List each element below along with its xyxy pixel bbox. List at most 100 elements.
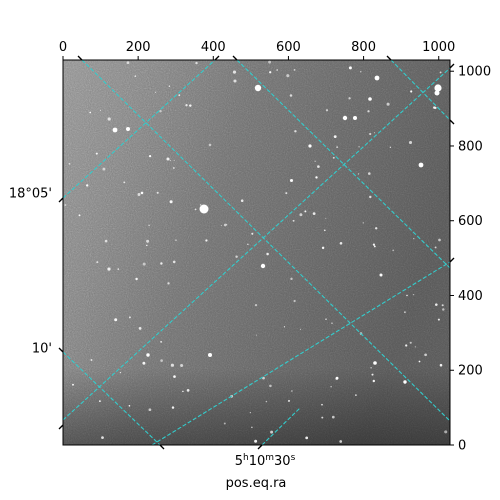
star <box>269 71 272 74</box>
y-tick-label: 800 <box>458 139 483 154</box>
star <box>255 334 257 336</box>
star <box>148 408 152 412</box>
star <box>208 143 212 147</box>
star <box>333 135 337 139</box>
star <box>321 246 325 250</box>
star <box>357 173 360 175</box>
star <box>268 60 272 64</box>
star <box>355 394 357 396</box>
star <box>167 282 170 285</box>
star <box>247 243 249 245</box>
star <box>433 106 436 109</box>
star <box>438 238 441 242</box>
star <box>292 219 295 222</box>
star <box>372 379 375 383</box>
star <box>353 116 357 120</box>
star <box>404 311 406 314</box>
x-tick-label: 0 <box>59 40 67 55</box>
world-tick-mark <box>58 424 64 430</box>
star <box>441 304 444 307</box>
star <box>169 159 171 162</box>
star <box>373 361 377 365</box>
axes: 0 200 400 600 800 1000 0 200 400 600 800 1000 18°05'… <box>9 40 491 454</box>
star-field <box>64 60 448 443</box>
star <box>439 363 443 367</box>
star <box>169 200 173 204</box>
star <box>372 243 375 246</box>
star <box>374 75 380 81</box>
star <box>325 109 329 112</box>
star <box>86 184 89 187</box>
star <box>439 71 442 74</box>
star <box>99 400 101 402</box>
star <box>373 245 376 248</box>
dec-tick-label: 18°05' <box>9 187 52 202</box>
star <box>409 341 412 344</box>
star <box>154 91 157 93</box>
star <box>117 268 120 270</box>
star <box>369 132 372 136</box>
star <box>166 157 170 161</box>
star <box>180 364 184 367</box>
star <box>291 390 293 392</box>
star <box>339 440 343 443</box>
star <box>160 262 163 265</box>
star <box>137 193 141 196</box>
star <box>435 303 438 306</box>
star <box>140 191 144 195</box>
star <box>148 154 152 158</box>
star <box>178 94 181 97</box>
star <box>437 318 440 321</box>
star <box>266 252 269 256</box>
world-tick-mark <box>449 257 455 263</box>
star <box>424 353 427 357</box>
star <box>286 74 290 78</box>
star <box>332 156 335 159</box>
star <box>293 69 296 71</box>
star <box>220 225 222 227</box>
star <box>102 167 106 171</box>
star <box>299 213 303 217</box>
ra-tick-label: 5h10m30s <box>235 453 296 469</box>
star <box>405 344 408 347</box>
star <box>240 199 244 202</box>
world-tick-mark <box>77 55 83 61</box>
star <box>276 69 279 71</box>
star <box>348 97 351 100</box>
y-tick-label: 600 <box>458 214 483 229</box>
star <box>160 341 162 343</box>
grid-line <box>81 60 450 422</box>
star <box>128 404 131 407</box>
star <box>104 239 108 243</box>
star <box>314 160 316 162</box>
star <box>270 430 274 434</box>
star <box>254 84 262 92</box>
star <box>142 361 146 365</box>
star <box>64 204 67 206</box>
star <box>265 400 268 403</box>
star <box>389 146 392 148</box>
star <box>339 241 343 245</box>
star <box>114 318 118 322</box>
world-tick-mark <box>214 55 220 61</box>
star <box>289 94 293 97</box>
star <box>138 327 142 330</box>
star <box>254 303 258 307</box>
star <box>289 178 294 183</box>
star <box>194 208 197 211</box>
star <box>170 363 174 367</box>
star <box>251 426 253 429</box>
dec-tick-label: 10' <box>32 342 52 357</box>
star <box>251 232 254 235</box>
star <box>379 273 383 277</box>
star <box>285 192 288 195</box>
star <box>290 277 293 281</box>
star <box>331 415 335 419</box>
y-tick-label: 1000 <box>458 65 491 80</box>
star <box>260 263 266 269</box>
star <box>226 223 228 225</box>
star <box>331 322 333 325</box>
image-plot-area <box>62 59 451 446</box>
star <box>173 375 176 378</box>
star <box>442 308 445 311</box>
